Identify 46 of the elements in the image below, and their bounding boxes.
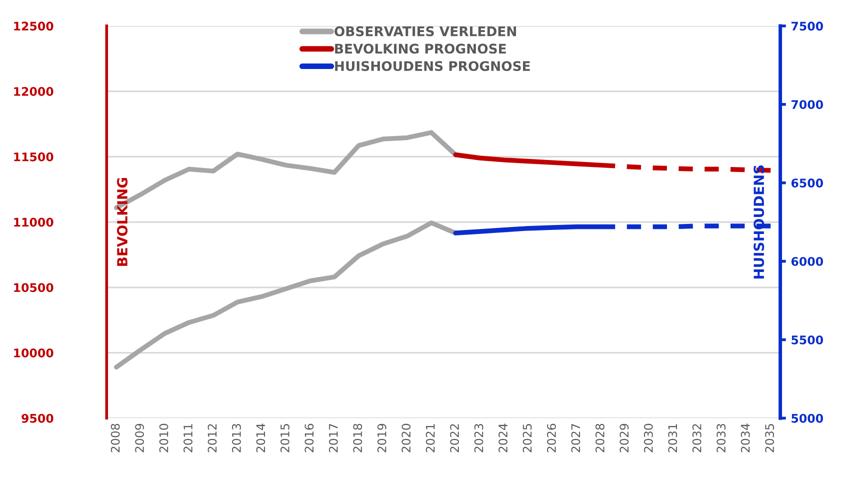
x-tick-label: 2024 [498,424,508,452]
x-tick-label: 2013 [232,424,241,452]
x-tick-label: 2008 [110,424,120,452]
x-tick-label: 2017 [328,424,338,452]
legend-label: OBSERVATIES VERLEDEN [334,26,516,36]
x-tick-label: 2012 [208,424,217,452]
y2-tick-label: 6500 [791,178,824,188]
y-tick-label: 11000 [14,218,54,227]
x-tick-label: 2021 [426,424,435,452]
y2-axis-title: HUISHOUDENS [754,165,764,278]
legend-label: BEVOLKING PROGNOSE [335,44,506,54]
y-tick-label: 12500 [14,22,54,31]
x-tick-label: 2018 [353,424,362,452]
y-tick-label: 10500 [14,283,54,292]
x-tick-label: 2032 [692,424,702,452]
y-tick-label: 11500 [14,152,54,162]
x-tick-label: 2019 [377,424,386,452]
x-tick-label: 2014 [256,424,266,452]
y2-tick-label: 7000 [792,100,824,110]
x-tick-label: 2030 [644,424,653,452]
x-tick-label: 2028 [595,424,604,452]
y2-tick-label: 5000 [792,414,824,423]
x-tick-label: 2026 [547,424,556,452]
x-tick-label: 2029 [620,424,629,452]
y-tick-label: 12000 [14,87,54,96]
y2-tick-label: 7500 [792,22,824,31]
x-tick-label: 2035 [765,424,774,452]
y-tick-label: 10000 [14,348,54,358]
x-tick-label: 2010 [159,424,168,452]
x-tick-label: 2023 [474,424,484,452]
y2-tick-label: 6000 [791,257,824,266]
x-tick-label: 2016 [304,424,314,452]
y-tick-label: 9500 [22,414,54,423]
x-tick-label: 2031 [668,424,678,452]
x-tick-label: 2011 [184,424,192,452]
x-tick-label: 2022 [450,424,460,452]
y2-tick-label: 5500 [792,335,824,344]
y-axis-title: BEVOLKING [117,178,128,266]
x-tick-label: 2034 [740,424,750,452]
x-tick-label: 2015 [280,424,290,452]
x-tick-label: 2009 [135,424,144,452]
x-tick-label: 2027 [571,424,580,452]
legend-label: HUISHOUDENS PROGNOSE [335,61,530,72]
x-tick-label: 2033 [716,424,726,452]
x-tick-label: 2025 [522,424,532,452]
x-tick-label: 2020 [402,424,411,452]
